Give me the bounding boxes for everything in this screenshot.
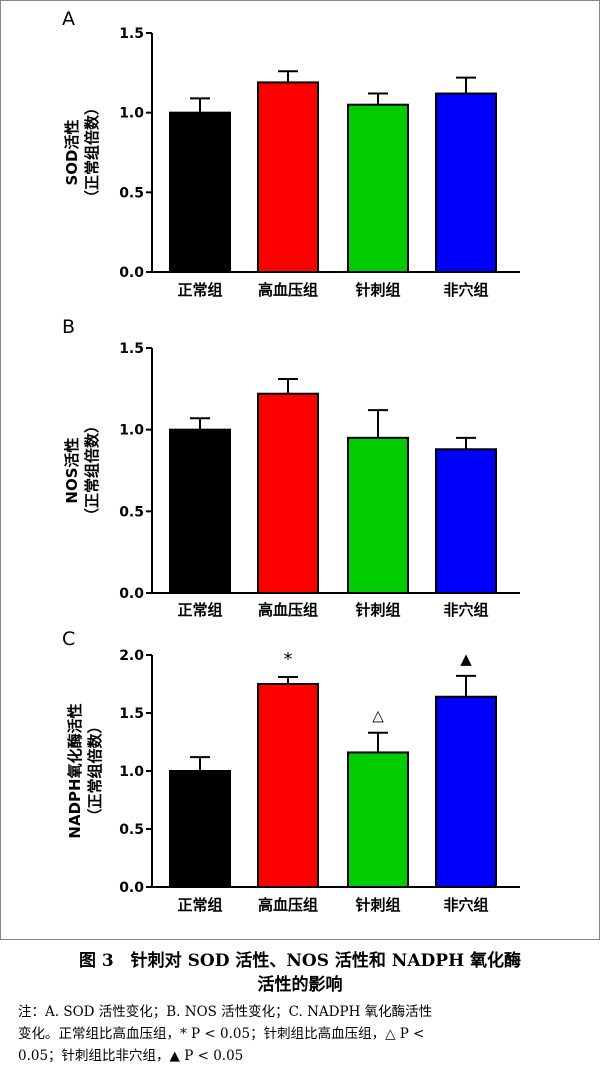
- panel-label: A: [62, 8, 75, 30]
- bar: [257, 392, 319, 594]
- panel-b: B 0.0 0.5 1.0 1.5 NOS活性 （正常组倍数） 正常组 高血压组 针刺组 非穴组: [62, 316, 520, 619]
- bar: [257, 81, 319, 274]
- figure-caption-line2: 活性的影响: [257, 975, 343, 995]
- y-axis-label: NOS活性: [63, 437, 81, 503]
- y-tick-label: 1.0: [119, 764, 144, 780]
- bar: [347, 103, 409, 273]
- bar: [169, 770, 231, 888]
- y-tick-label: 1.0: [119, 423, 144, 439]
- x-category-label: 高血压组: [258, 281, 318, 299]
- figure-caption-line1: 图 3 针刺对 SOD 活性、NOS 活性和 NADPH 氧化酶: [78, 951, 522, 971]
- x-category-label: 正常组: [177, 601, 222, 619]
- x-category-label: 非穴组: [443, 281, 488, 299]
- note-line-1: 注：A. SOD 活性变化；B. NOS 活性变化；C. NADPH 氧化酶活性: [18, 1004, 433, 1020]
- bar: [347, 436, 409, 595]
- bar: [435, 92, 497, 274]
- significance-marker: ▲: [460, 650, 472, 668]
- bar: [435, 448, 497, 594]
- significance-marker: *: [284, 649, 293, 670]
- note-line-3: 0.05；针刺组比非穴组，▲ P < 0.05: [18, 1048, 244, 1064]
- x-category-label: 非穴组: [443, 896, 488, 914]
- panel-c: C 0.0 0.5 1.0 1.5 2.0 NADPH氧化酶活性 （正常组倍数） 正常组 * 高血压…: [62, 628, 520, 914]
- y-tick-label: 0.0: [119, 880, 144, 896]
- x-category-label: 非穴组: [443, 601, 488, 619]
- y-tick-label: 0.5: [119, 822, 144, 838]
- bar: [169, 428, 231, 594]
- y-axis-label-unit: （正常组倍数）: [83, 100, 101, 205]
- y-tick-label: 1.5: [119, 706, 144, 722]
- panel-a: A 0.0 0.5 1.0 1.5 SOD活性 （正常组倍数） 正常组 高血压组 针刺组 非穴组: [62, 8, 520, 299]
- y-tick-label: 1.0: [119, 106, 144, 122]
- bar: [347, 751, 409, 888]
- figure-note: 注：A. SOD 活性变化；B. NOS 活性变化；C. NADPH 氧化酶活性…: [18, 1001, 584, 1067]
- x-category-label: 正常组: [177, 281, 222, 299]
- bar: [257, 683, 319, 888]
- y-tick-label: 1.5: [119, 341, 144, 357]
- panel-label: C: [62, 628, 75, 650]
- x-category-label: 针刺组: [355, 601, 400, 619]
- bar: [169, 111, 231, 273]
- x-category-label: 针刺组: [355, 281, 400, 299]
- y-axis-label: SOD活性: [63, 119, 81, 185]
- y-axis-label-unit: （正常组倍数）: [83, 418, 101, 523]
- x-category-label: 正常组: [177, 896, 222, 914]
- y-tick-label: 2.0: [119, 648, 144, 664]
- y-tick-label: 0.0: [119, 586, 144, 602]
- y-axis-label-unit: （正常组倍数）: [86, 718, 104, 823]
- bar: [435, 695, 497, 889]
- y-tick-label: 0.5: [119, 504, 144, 520]
- x-category-label: 高血压组: [258, 896, 318, 914]
- significance-marker: △: [372, 707, 384, 725]
- y-tick-label: 0.0: [119, 265, 144, 281]
- x-category-label: 针刺组: [355, 896, 400, 914]
- panel-label: B: [62, 316, 75, 338]
- y-axis-label: NADPH氧化酶活性: [66, 703, 84, 838]
- x-category-label: 高血压组: [258, 601, 318, 619]
- note-line-2: 变化。正常组比高血压组，* P < 0.05；针刺组比高血压组，△ P <: [18, 1026, 425, 1042]
- y-tick-label: 1.5: [119, 26, 144, 42]
- y-tick-label: 0.5: [119, 185, 144, 201]
